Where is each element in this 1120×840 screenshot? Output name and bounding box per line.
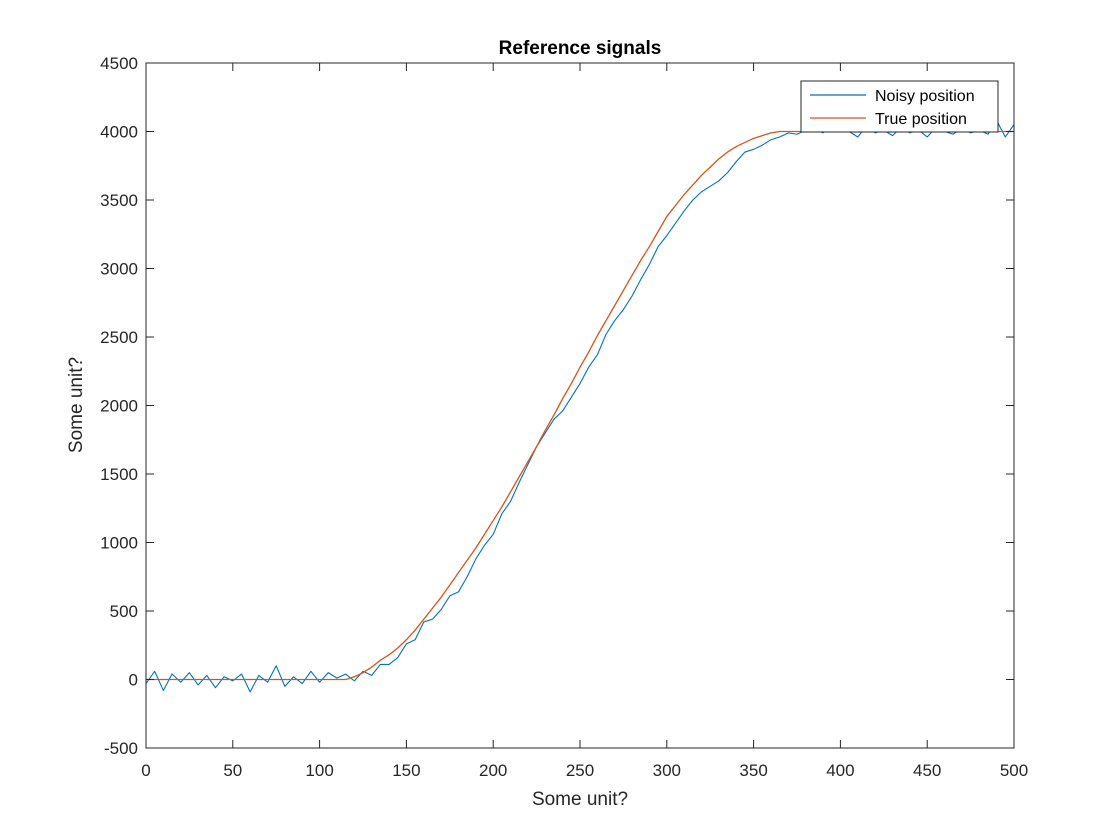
y-axis-ticks: -500 0 500 1000 1500 2000 2500 3000 3500 4000 4500 <box>100 54 1014 758</box>
x-tick-label: 250 <box>566 761 594 780</box>
x-tick-label: 150 <box>392 761 420 780</box>
y-tick-label: 2500 <box>100 328 138 347</box>
x-axis-ticks: 0 50 100 150 200 250 300 350 400 450 500 <box>141 63 1028 780</box>
y-tick-label: 3500 <box>100 191 138 210</box>
x-tick-label: 50 <box>223 761 242 780</box>
legend-label-noisy-position: Noisy position <box>875 88 975 105</box>
x-tick-label: 450 <box>913 761 941 780</box>
y-tick-label: 3000 <box>100 260 138 279</box>
y-tick-label: -500 <box>104 739 138 758</box>
y-axis-label: Some unit? <box>66 357 87 453</box>
y-tick-label: 500 <box>110 602 138 621</box>
y-tick-label: 1000 <box>100 534 138 553</box>
x-tick-label: 400 <box>826 761 854 780</box>
x-tick-label: 350 <box>739 761 767 780</box>
y-tick-label: 0 <box>129 671 138 690</box>
y-tick-label: 4000 <box>100 123 138 142</box>
x-axis-label: Some unit? <box>532 789 628 810</box>
y-tick-label: 2000 <box>100 397 138 416</box>
legend-label-true-position: True position <box>875 111 967 128</box>
x-tick-label: 500 <box>1000 761 1028 780</box>
legend: Noisy position True position <box>800 80 999 133</box>
x-tick-label: 100 <box>305 761 333 780</box>
x-tick-label: 0 <box>141 761 150 780</box>
x-tick-label: 200 <box>479 761 507 780</box>
y-tick-label: 1500 <box>100 465 138 484</box>
chart-title: Reference signals <box>499 38 662 59</box>
y-tick-label: 4500 <box>100 54 138 73</box>
legend-box <box>800 80 999 133</box>
x-tick-label: 300 <box>653 761 681 780</box>
plot-area <box>146 63 1014 748</box>
